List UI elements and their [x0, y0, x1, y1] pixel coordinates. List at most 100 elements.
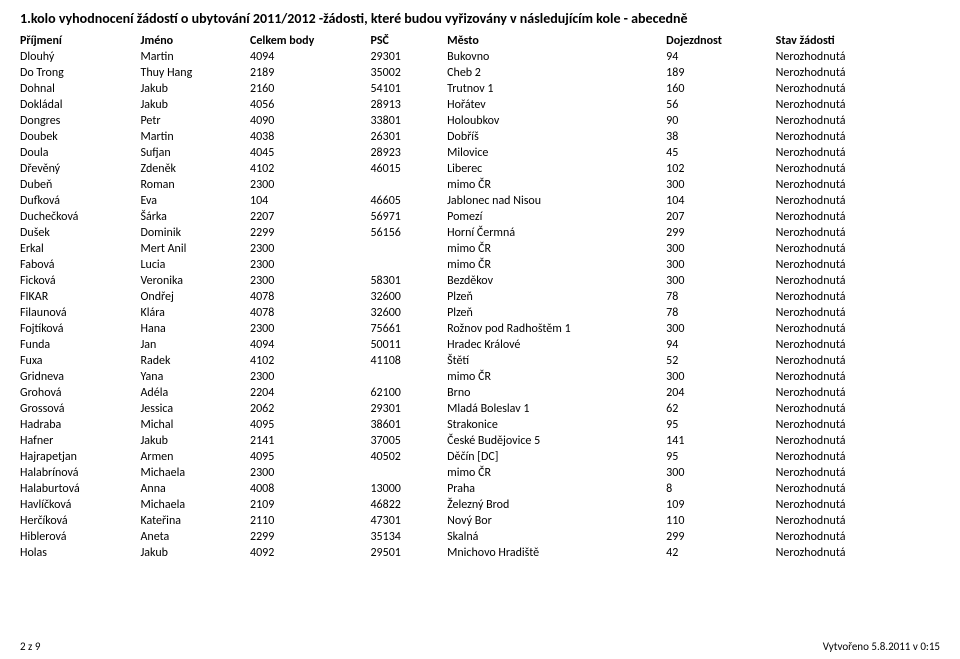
table-cell: Nerozhodnutá — [776, 145, 940, 161]
table-cell: 4102 — [250, 161, 370, 177]
table-cell: Do Trong — [20, 65, 140, 81]
table-cell: Holoubkov — [447, 113, 666, 129]
table-cell: 52 — [666, 353, 776, 369]
table-cell: 2300 — [250, 177, 370, 193]
table-cell: Děčín [DC] — [447, 449, 666, 465]
table-cell: 8 — [666, 481, 776, 497]
table-cell: Jakub — [140, 545, 250, 561]
table-cell: 90 — [666, 113, 776, 129]
table-row: FabováLucia2300mimo ČR300Nerozhodnutá — [20, 257, 940, 273]
table-row: DřevěnýZdeněk410246015Liberec102Nerozhod… — [20, 161, 940, 177]
table-cell: 104 — [250, 193, 370, 209]
table-cell — [370, 177, 447, 193]
table-cell: Nerozhodnutá — [776, 321, 940, 337]
table-cell: 2300 — [250, 369, 370, 385]
table-cell: Nerozhodnutá — [776, 353, 940, 369]
table-cell: Nerozhodnutá — [776, 289, 940, 305]
table-cell: 56971 — [370, 209, 447, 225]
table-cell — [370, 257, 447, 273]
table-cell: Michaela — [140, 497, 250, 513]
table-cell: Jan — [140, 337, 250, 353]
table-cell: Zdeněk — [140, 161, 250, 177]
table-cell: Hafner — [20, 433, 140, 449]
table-row: FickováVeronika230058301Bezděkov300Neroz… — [20, 273, 940, 289]
table-cell: 4045 — [250, 145, 370, 161]
table-cell: Dohnal — [20, 81, 140, 97]
table-row: FilaunováKlára407832600Plzeň78Nerozhodnu… — [20, 305, 940, 321]
table-cell: Kateřina — [140, 513, 250, 529]
table-cell: Jessica — [140, 401, 250, 417]
table-cell: mimo ČR — [447, 241, 666, 257]
table-cell: Nerozhodnutá — [776, 97, 940, 113]
table-cell: Nerozhodnutá — [776, 449, 940, 465]
table-cell: mimo ČR — [447, 177, 666, 193]
table-cell: Hadraba — [20, 417, 140, 433]
table-cell — [370, 369, 447, 385]
table-cell: 41108 — [370, 353, 447, 369]
table-cell: Plzeň — [447, 305, 666, 321]
table-row: DokládalJakub405628913Hořátev56Nerozhodn… — [20, 97, 940, 113]
table-cell: 2189 — [250, 65, 370, 81]
table-cell: Dufková — [20, 193, 140, 209]
table-cell: 62100 — [370, 385, 447, 401]
table-cell: Dlouhý — [20, 49, 140, 65]
col-header: Celkem body — [250, 33, 370, 49]
table-cell: Klára — [140, 305, 250, 321]
table-cell: 28923 — [370, 145, 447, 161]
table-cell: 102 — [666, 161, 776, 177]
table-cell: 29301 — [370, 401, 447, 417]
table-cell: 38 — [666, 129, 776, 145]
col-header: Příjmení — [20, 33, 140, 49]
table-cell: Jakub — [140, 97, 250, 113]
table-cell: 141 — [666, 433, 776, 449]
table-cell: Strakonice — [447, 417, 666, 433]
table-cell: Dušek — [20, 225, 140, 241]
table-cell: 38601 — [370, 417, 447, 433]
table-cell: Nerozhodnutá — [776, 113, 940, 129]
table-cell: Dongres — [20, 113, 140, 129]
table-cell: Halabrínová — [20, 465, 140, 481]
table-cell: 56156 — [370, 225, 447, 241]
table-cell: 2062 — [250, 401, 370, 417]
page-title: 1.kolo vyhodnocení žádostí o ubytování 2… — [20, 10, 940, 27]
table-cell: 4078 — [250, 305, 370, 321]
col-header: Město — [447, 33, 666, 49]
table-cell: FIKAR — [20, 289, 140, 305]
table-cell: 2160 — [250, 81, 370, 97]
table-cell: Havlíčková — [20, 497, 140, 513]
table-cell: Nerozhodnutá — [776, 497, 940, 513]
table-cell: Jakub — [140, 433, 250, 449]
table-cell: 2300 — [250, 465, 370, 481]
table-row: DušekDominik229956156Horní Čermná299Nero… — [20, 225, 940, 241]
table-cell: 4056 — [250, 97, 370, 113]
table-cell: 300 — [666, 257, 776, 273]
table-cell: Hana — [140, 321, 250, 337]
table-cell: 4095 — [250, 417, 370, 433]
table-cell: 33801 — [370, 113, 447, 129]
table-cell: České Budějovice 5 — [447, 433, 666, 449]
table-cell: Mert Anil — [140, 241, 250, 257]
table-cell: 204 — [666, 385, 776, 401]
table-cell: 35134 — [370, 529, 447, 545]
table-row: GridnevaYana2300mimo ČR300Nerozhodnutá — [20, 369, 940, 385]
table-row: HolasJakub409229501Mnichovo Hradiště42Ne… — [20, 545, 940, 561]
table-cell: Gridneva — [20, 369, 140, 385]
table-cell: Adéla — [140, 385, 250, 401]
table-cell: Dominik — [140, 225, 250, 241]
table-cell: Ficková — [20, 273, 140, 289]
table-cell: Herčíková — [20, 513, 140, 529]
table-cell: 95 — [666, 449, 776, 465]
table-cell: Lucia — [140, 257, 250, 273]
table-cell: 189 — [666, 65, 776, 81]
table-cell: 110 — [666, 513, 776, 529]
table-cell: Thuy Hang — [140, 65, 250, 81]
table-cell: 37005 — [370, 433, 447, 449]
table-cell: mimo ČR — [447, 257, 666, 273]
table-cell: Holas — [20, 545, 140, 561]
table-row: HiblerováAneta229935134Skalná299Nerozhod… — [20, 529, 940, 545]
table-row: GrohováAdéla220462100Brno204Nerozhodnutá — [20, 385, 940, 401]
table-cell: 32600 — [370, 305, 447, 321]
footer-right: Vytvořeno 5.8.2011 v 0:15 — [823, 640, 940, 653]
table-cell: Skalná — [447, 529, 666, 545]
table-cell: Halaburtová — [20, 481, 140, 497]
